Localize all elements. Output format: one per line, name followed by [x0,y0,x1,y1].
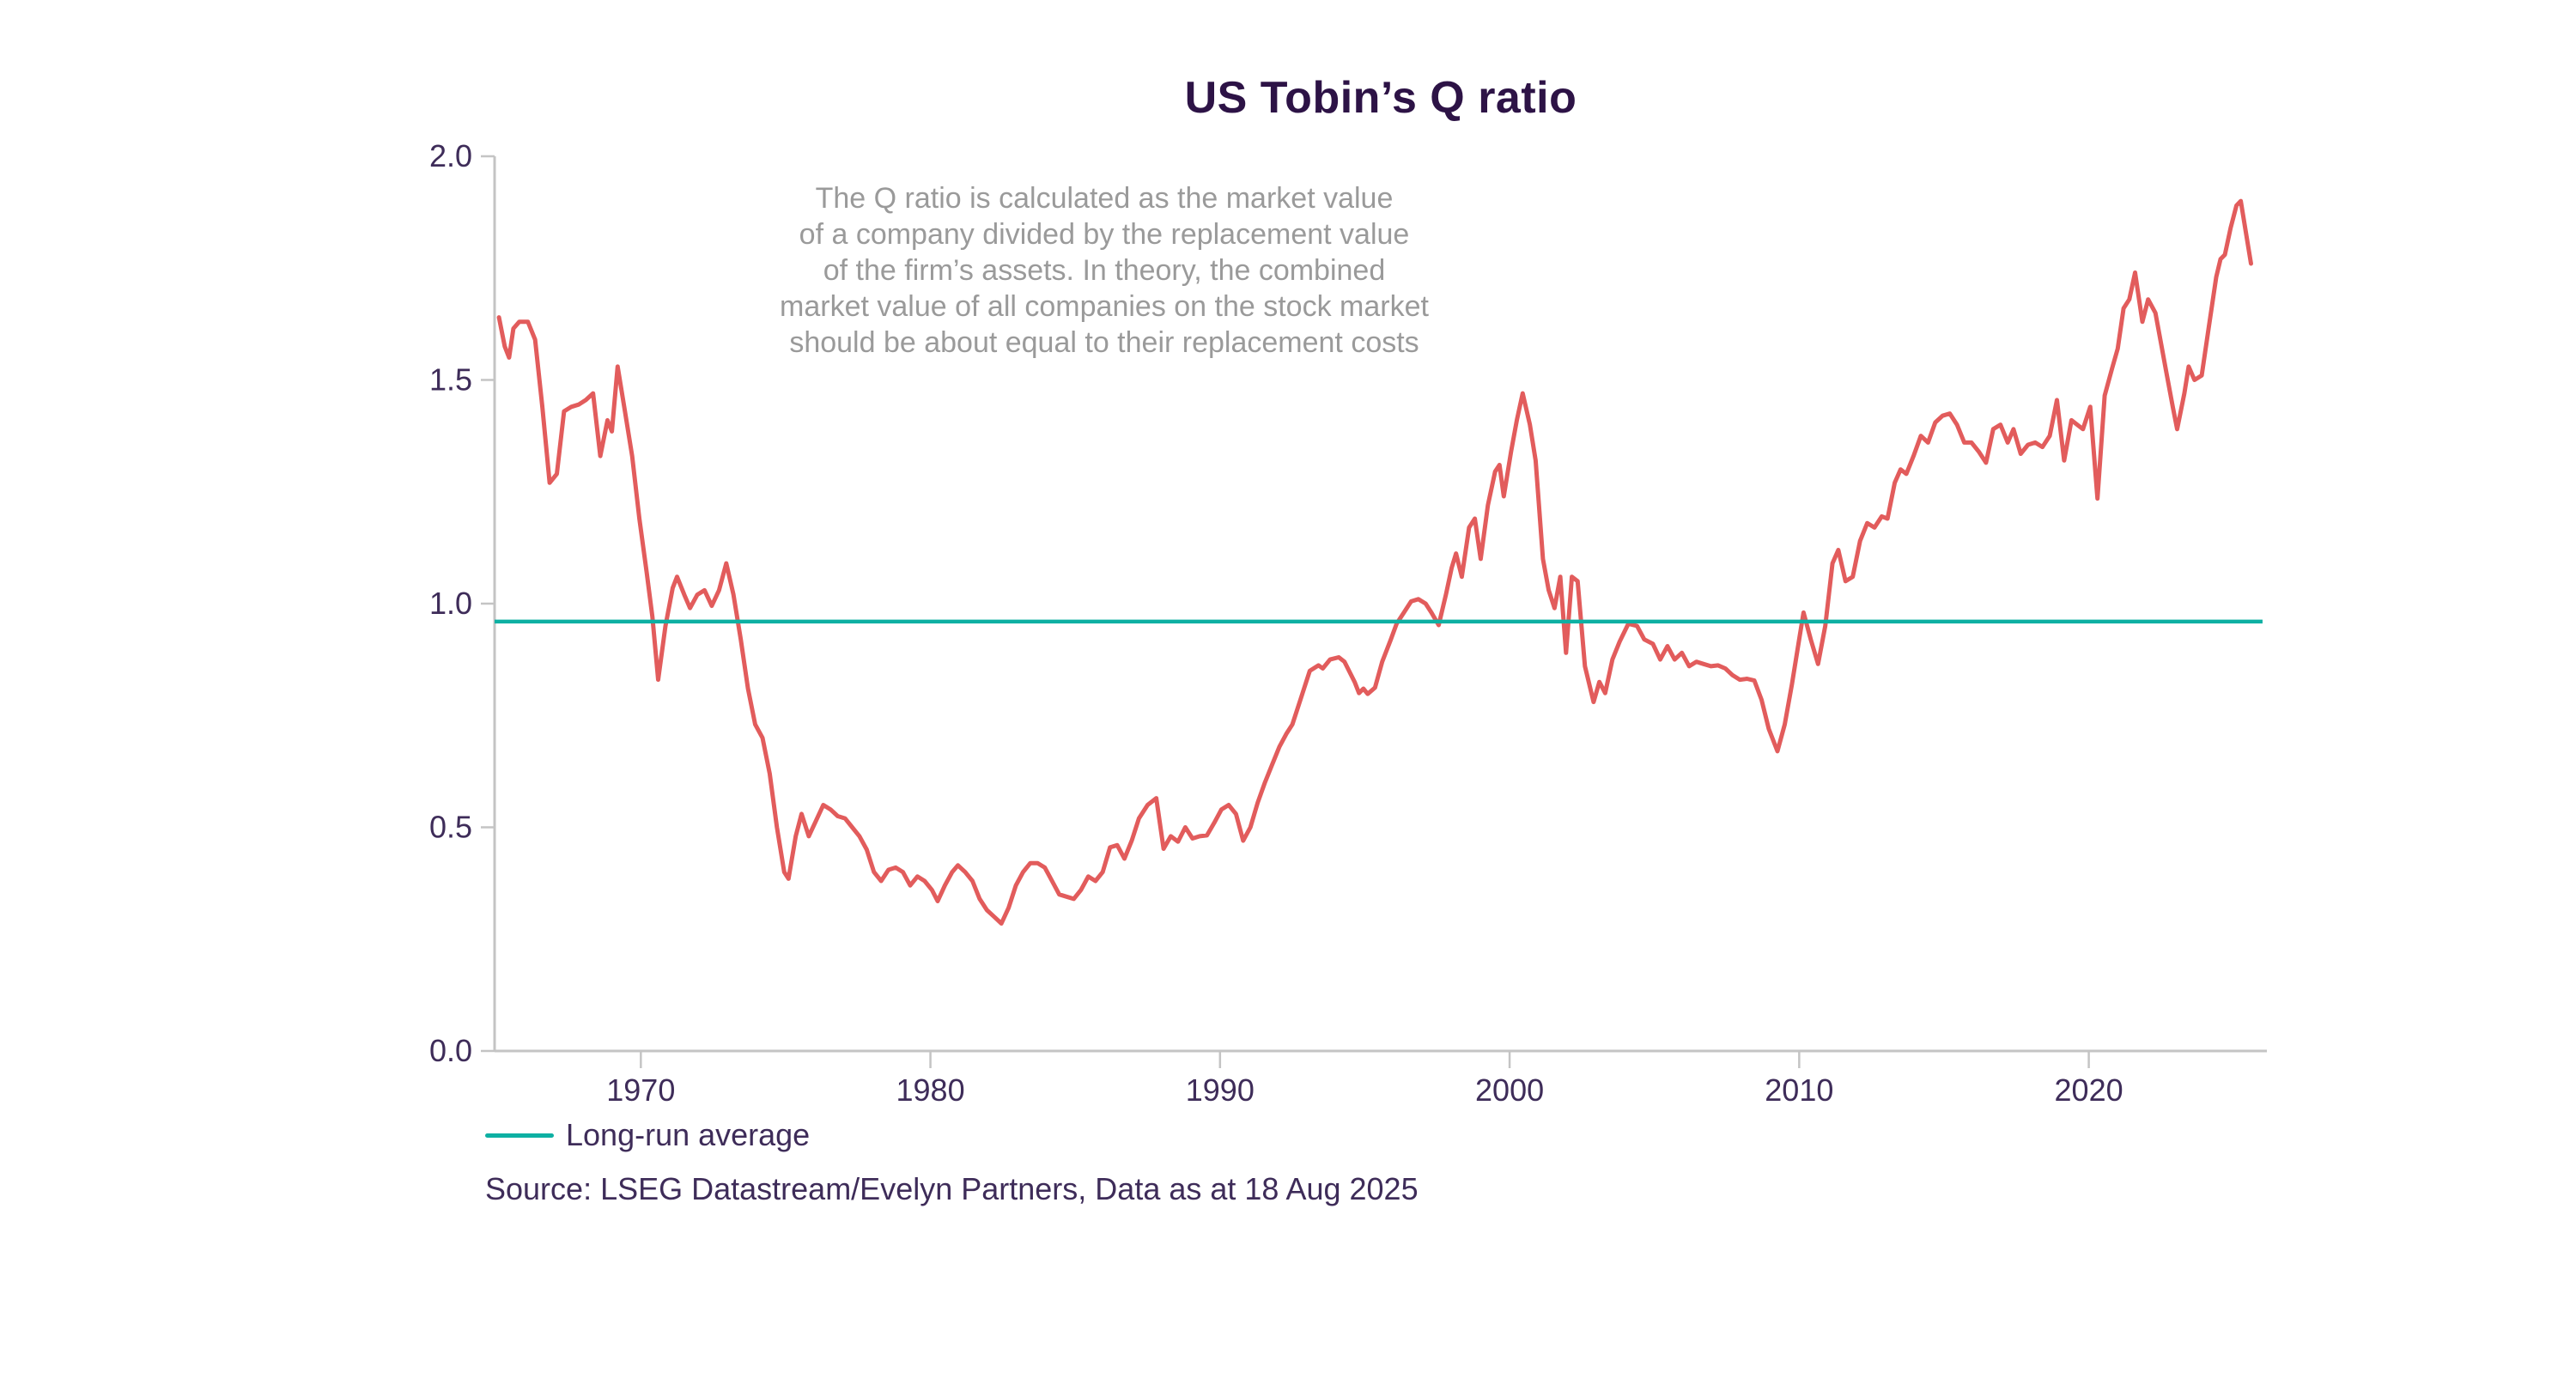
x-tick-label: 1970 [606,1072,675,1108]
y-tick-label: 0.5 [429,810,472,845]
annotation-line: market value of all companies on the sto… [780,290,1429,323]
y-tick-label: 1.0 [429,586,472,621]
long-run-average-line-swatch-icon [485,1133,554,1138]
y-tick-label: 2.0 [429,138,472,173]
q-ratio-series-line [496,198,2253,926]
x-tick-label: 1980 [896,1072,965,1108]
x-tick-label: 2000 [1475,1072,1544,1108]
x-tick-label: 2020 [2055,1072,2123,1108]
legend-label: Long-run average [566,1117,811,1152]
legend: Long-run average [485,1116,810,1154]
annotation-line: should be about equal to their replaceme… [789,326,1419,359]
x-tick-label: 1990 [1186,1072,1255,1108]
source-note: Source: LSEG Datastream/Evelyn Partners,… [485,1171,1419,1206]
y-tick-label: 0.0 [429,1033,472,1068]
chart-title: US Tobin’s Q ratio [1184,73,1577,123]
annotation-line: of a company divided by the replacement … [799,218,1410,251]
x-tick-label: 2010 [1765,1072,1833,1108]
annotation-line: The Q ratio is calculated as the market … [815,182,1394,215]
annotation-line: of the firm’s assets. In theory, the com… [823,254,1386,287]
annotation-text: The Q ratio is calculated as the market … [761,180,1448,361]
y-tick-label: 1.5 [429,362,472,398]
